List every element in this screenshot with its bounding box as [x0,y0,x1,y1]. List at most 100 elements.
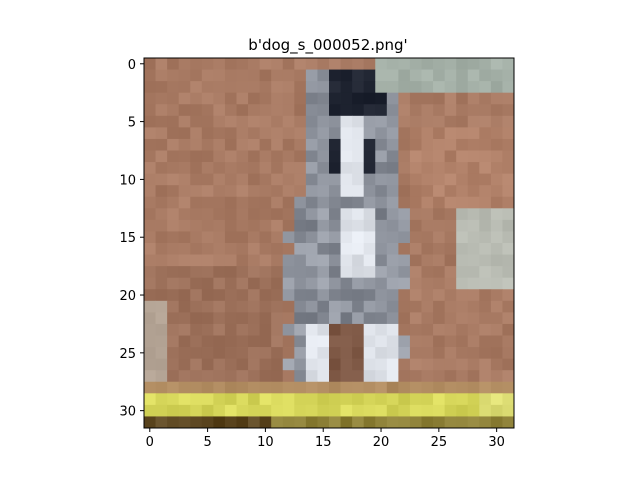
image-pixel [479,173,492,186]
image-pixel [433,127,446,140]
image-pixel [201,138,214,151]
image-pixel [467,92,480,105]
image-pixel [433,162,446,175]
image-pixel [329,358,341,371]
image-pixel [259,196,272,209]
image-pixel [340,358,353,371]
image-pixel [352,104,365,117]
image-pixel [386,104,399,117]
image-pixel [409,289,422,302]
image-pixel [282,243,295,255]
image-pixel [236,381,249,394]
image-pixel [444,358,457,371]
image-pixel [167,81,180,94]
image-pixel [386,69,399,82]
image-pixel [329,162,341,175]
image-pixel [190,69,203,82]
image-pixel [340,150,353,163]
image-pixel [294,185,307,198]
image-pixel [236,92,249,105]
image-pixel [236,300,249,313]
image-pixel [213,69,226,82]
image-pixel [398,58,411,70]
image-pixel [259,173,272,186]
image-pixel [479,138,492,151]
image-pixel [259,312,272,325]
image-pixel [248,219,261,232]
image-pixel [329,381,341,394]
image-pixel [502,150,515,163]
image-pixel [201,335,214,348]
image-pixel [329,254,341,267]
image-pixel [421,335,434,348]
image-pixel [456,219,469,232]
image-pixel [224,104,237,117]
image-pixel [294,81,307,94]
image-pixel [444,243,457,255]
image-pixel [398,277,411,290]
image-pixel [433,347,446,360]
image-pixel [433,115,446,128]
image-pixel [213,347,226,360]
image-pixel [467,138,480,151]
image-pixel [502,127,515,140]
image-pixel [271,277,284,290]
image-pixel [282,138,295,151]
image-pixel [433,358,446,371]
x-tick-label: 25 [431,435,448,450]
y-tick-label: 0 [128,58,136,73]
image-pixel [282,185,295,198]
image-pixel [329,393,341,406]
image-pixel [190,404,203,417]
image-pixel [329,115,341,128]
image-pixel [502,300,515,313]
image-pixel [190,300,203,313]
image-pixel [271,289,284,302]
image-pixel [433,208,446,221]
image-pixel [421,416,434,429]
image-pixel [433,393,446,406]
image-pixel [467,69,480,82]
image-pixel [490,92,503,105]
image-pixel [352,208,365,221]
image-pixel [467,58,480,70]
image-pixel [282,323,295,336]
image-pixel [375,243,388,255]
image-pixel [213,312,226,325]
image-pixel [178,404,191,417]
image-pixel [144,81,156,94]
image-pixel [305,92,318,105]
y-axis: 0 5 10 15 20 25 30 [119,58,144,420]
image-pixel [340,196,353,209]
image-pixel [305,381,318,394]
image-pixel [236,335,249,348]
image-pixel [467,231,480,244]
image-pixel [282,115,295,128]
image-pixel [421,127,434,140]
image-pixel [259,289,272,302]
image-pixel [282,393,295,406]
image-pixel [190,58,203,70]
image-pixel [294,416,307,429]
image-pixel [236,196,249,209]
image-pixel [456,231,469,244]
image-pixel [213,254,226,267]
image-pixel [213,243,226,255]
image-pixel [224,323,237,336]
image-pixel [467,243,480,255]
image-pixel [213,162,226,175]
image-pixel [224,312,237,325]
image-pixel [444,58,457,70]
image-pixel [352,404,365,417]
image-pixel [224,254,237,267]
image-pixel [144,196,156,209]
image-pixel [421,393,434,406]
image-pixel [386,312,399,325]
image-pixel [502,416,515,429]
image-pixel [294,115,307,128]
image-pixel [259,243,272,255]
image-pixel [479,196,492,209]
image-pixel [352,69,365,82]
image-pixel [248,266,261,279]
image-pixel [178,196,191,209]
